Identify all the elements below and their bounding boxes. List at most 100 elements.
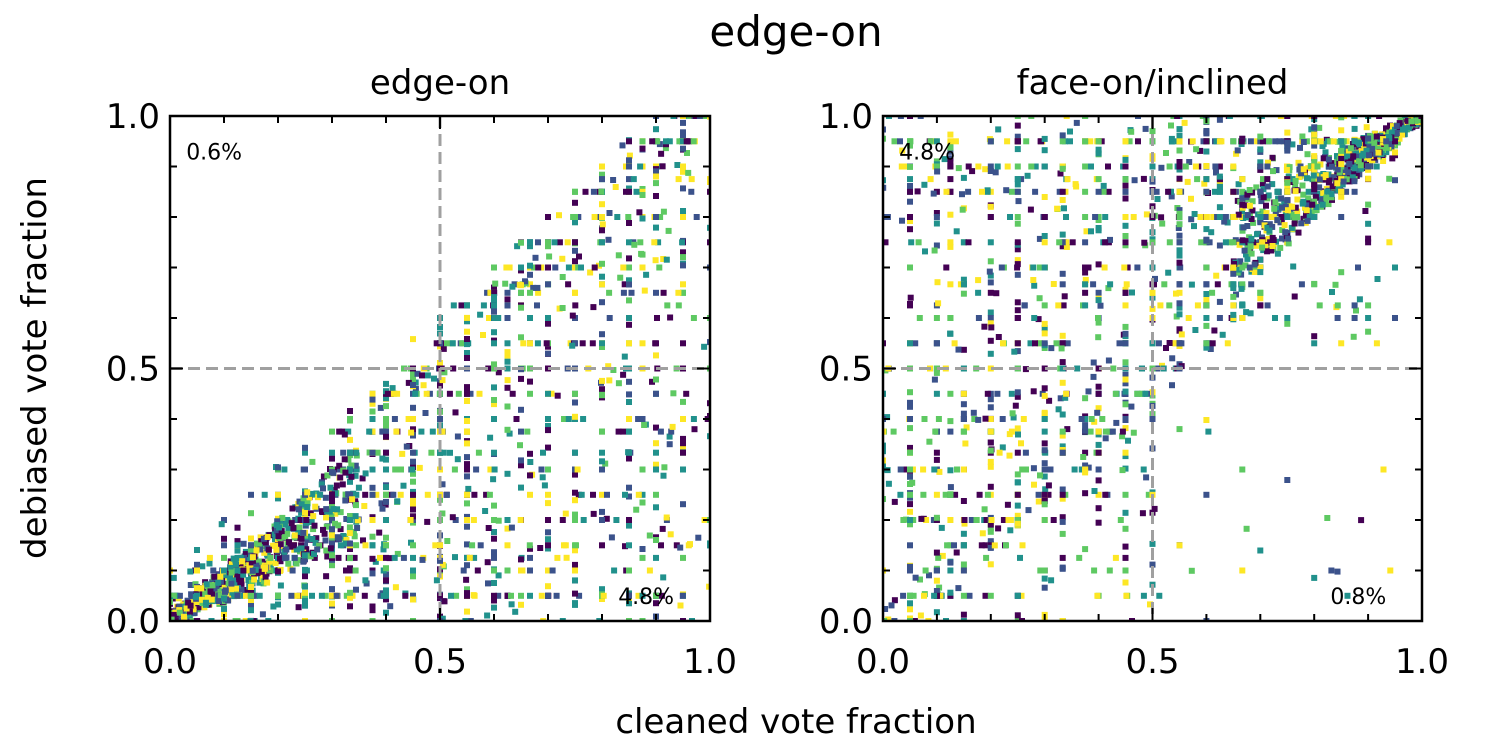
data-point [1014, 246, 1021, 253]
data-point [449, 514, 456, 521]
data-point [653, 376, 659, 383]
data-point [390, 491, 397, 498]
data-point [907, 501, 913, 508]
data-point [1251, 261, 1258, 268]
data-point [491, 340, 497, 347]
data-point [1230, 302, 1237, 309]
data-point [960, 530, 967, 537]
data-point [611, 567, 618, 574]
data-point [921, 181, 928, 188]
data-point [1249, 198, 1256, 205]
data-point [658, 592, 665, 599]
data-point [452, 554, 458, 561]
data-point [1306, 214, 1313, 220]
data-point [995, 334, 1002, 340]
data-point [680, 138, 686, 145]
data-point [1194, 176, 1201, 183]
data-point [898, 163, 905, 170]
data-point [1285, 240, 1292, 247]
data-point [1203, 281, 1210, 288]
data-point [1365, 220, 1372, 227]
data-point [935, 416, 942, 422]
data-point [1176, 159, 1183, 165]
data-point [933, 315, 940, 321]
data-point [1041, 214, 1048, 220]
data-point [504, 567, 511, 574]
data-point [504, 542, 511, 549]
data-point [317, 491, 324, 498]
data-point [922, 248, 928, 255]
data-point [907, 264, 913, 271]
data-point [599, 508, 605, 515]
data-point [621, 353, 628, 360]
data-point [987, 528, 994, 535]
data-point [930, 190, 937, 197]
data-point [443, 340, 450, 347]
data-point [1041, 447, 1048, 454]
y-tick-label: 0.0 [106, 602, 160, 642]
data-point [1014, 220, 1021, 227]
data-point [591, 264, 598, 271]
data-point [504, 377, 511, 384]
data-point [1085, 388, 1092, 395]
data-point [444, 538, 451, 544]
data-point [333, 592, 340, 599]
data-point [1121, 264, 1128, 271]
data-point [979, 188, 985, 195]
data-point [915, 239, 922, 246]
data-point [897, 116, 904, 119]
data-point [329, 532, 335, 539]
data-point [1036, 235, 1043, 242]
data-point [1237, 258, 1244, 265]
data-point [527, 315, 533, 321]
data-point [569, 312, 576, 319]
data-point [599, 391, 605, 398]
data-point [275, 491, 281, 498]
data-point [302, 449, 308, 456]
data-point [1305, 188, 1312, 195]
data-point [392, 584, 399, 591]
data-point [176, 603, 183, 610]
data-point [1147, 601, 1153, 608]
data-point [626, 255, 632, 262]
data-point [491, 466, 498, 473]
data-point [1041, 135, 1048, 142]
data-point [1059, 530, 1066, 537]
data-point [384, 390, 391, 397]
data-point [677, 544, 684, 551]
data-point [331, 486, 338, 493]
data-point [410, 416, 416, 422]
data-point [947, 211, 954, 218]
data-point [1014, 612, 1021, 619]
data-point [345, 576, 352, 583]
data-point [491, 567, 497, 574]
data-point [410, 596, 416, 603]
data-point [261, 565, 268, 572]
data-point [369, 416, 376, 422]
data-point [1295, 159, 1302, 166]
data-point [680, 163, 686, 170]
data-point [369, 542, 376, 549]
data-point [1095, 176, 1102, 183]
data-point [1176, 126, 1183, 133]
data-point [1316, 190, 1323, 197]
data-point [1041, 194, 1048, 200]
data-point [419, 372, 425, 379]
data-point [1139, 390, 1145, 397]
data-point [626, 600, 632, 607]
data-point [397, 491, 404, 498]
data-point [172, 617, 179, 621]
data-point [392, 466, 399, 473]
data-point [320, 526, 326, 533]
data-point [653, 600, 659, 607]
data-point [1203, 163, 1210, 169]
data-point [706, 583, 710, 590]
data-point [1038, 138, 1045, 145]
data-point [606, 210, 613, 216]
data-point [1176, 252, 1183, 259]
data-point [1203, 417, 1210, 423]
data-point [962, 440, 969, 447]
data-point [282, 521, 289, 528]
data-point [639, 138, 646, 145]
data-point [1296, 174, 1303, 180]
